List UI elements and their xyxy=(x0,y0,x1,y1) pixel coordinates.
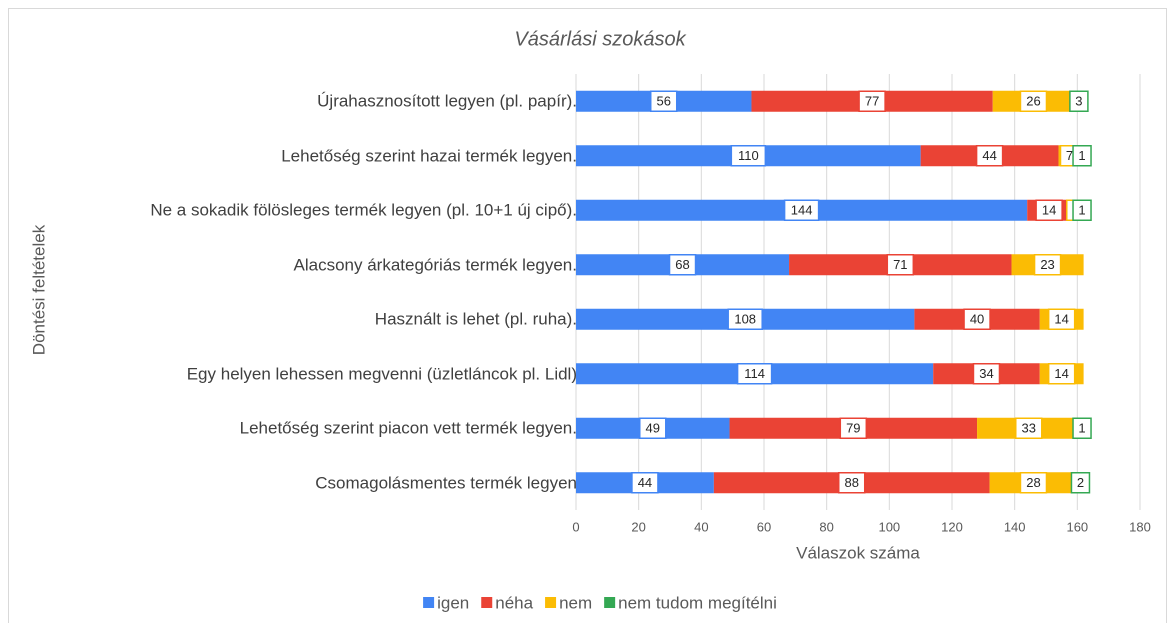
data-label: 114 xyxy=(744,366,765,381)
data-label: 71 xyxy=(893,257,907,272)
y-tick-label: Ne a sokadik fölösleges termék legyen (p… xyxy=(150,200,577,220)
data-label-box xyxy=(1072,145,1092,167)
x-tick-label: 80 xyxy=(819,519,833,534)
x-tick-label: 180 xyxy=(1129,519,1151,534)
data-label-box xyxy=(1069,90,1089,112)
data-label-box xyxy=(631,472,659,494)
data-label: 26 xyxy=(1026,94,1040,109)
data-label-box xyxy=(1070,472,1091,494)
data-label-box xyxy=(1019,90,1048,112)
legend-label: néha xyxy=(495,593,533,612)
data-label: 56 xyxy=(656,94,670,109)
data-label-box xyxy=(839,417,868,439)
x-tick-label: 60 xyxy=(757,519,771,534)
legend-swatch xyxy=(481,597,493,608)
y-tick-label: Egy helyen lehessen megvenni (üzletlánco… xyxy=(186,364,577,384)
data-label-box xyxy=(668,254,697,276)
data-label-box xyxy=(1019,472,1048,494)
data-label: 79 xyxy=(846,421,860,436)
legend-swatch xyxy=(545,597,557,608)
legend-label: nem tudom megítélni xyxy=(618,593,777,612)
data-label: 28 xyxy=(1026,475,1040,490)
data-label: 14 xyxy=(1042,203,1056,218)
data-label: 23 xyxy=(1040,257,1054,272)
data-label: 1 xyxy=(1078,148,1085,163)
x-axis-title: Válaszok száma xyxy=(796,543,920,562)
y-tick-label: Alacsony árkategóriás termék legyen. xyxy=(293,255,577,275)
data-label: 44 xyxy=(638,475,652,490)
data-label: 110 xyxy=(738,148,759,163)
data-label: 40 xyxy=(970,312,984,327)
data-label: 68 xyxy=(675,257,689,272)
data-label-box xyxy=(736,363,773,385)
y-tick-label: Használt is lehet (pl. ruha). xyxy=(374,309,577,329)
data-label-box xyxy=(639,417,667,439)
legend-swatch xyxy=(423,597,435,608)
x-tick-label: 20 xyxy=(631,519,645,534)
data-label: 1 xyxy=(1078,203,1085,218)
data-label-box xyxy=(975,145,1004,167)
x-tick-label: 40 xyxy=(694,519,708,534)
data-label-box xyxy=(730,145,767,167)
data-label: 144 xyxy=(791,203,813,218)
data-label-box xyxy=(1047,308,1076,330)
data-label-box xyxy=(1035,199,1063,221)
data-label: 2 xyxy=(1077,475,1084,490)
data-label: 14 xyxy=(1054,366,1068,381)
data-label: 49 xyxy=(646,421,660,436)
data-label: 34 xyxy=(979,366,993,381)
x-tick-label: 100 xyxy=(878,519,900,534)
x-tick-label: 160 xyxy=(1066,519,1088,534)
x-tick-label: 140 xyxy=(1004,519,1026,534)
legend-label: nem xyxy=(559,593,592,612)
data-label-box xyxy=(837,472,866,494)
y-tick-label: Lehetőség szerint hazai termék legyen. xyxy=(281,146,577,166)
legend-swatch xyxy=(604,597,616,608)
y-axis-title: Döntési feltételek xyxy=(29,224,48,355)
x-tick-label: 0 xyxy=(572,519,579,534)
data-label: 7 xyxy=(1066,148,1073,163)
x-tick-label: 120 xyxy=(941,519,963,534)
data-label-box xyxy=(1047,363,1076,385)
data-label-box xyxy=(963,308,991,330)
y-tick-label: Csomagolásmentes termék legyen xyxy=(315,473,577,493)
data-label-box xyxy=(1072,417,1092,439)
data-label-box xyxy=(1072,199,1092,221)
y-tick-label: Újrahasznosított legyen (pl. papír). xyxy=(317,91,577,111)
data-label-box xyxy=(1033,254,1062,276)
data-label: 1 xyxy=(1078,421,1085,436)
legend-label: igen xyxy=(437,593,469,612)
data-label: 3 xyxy=(1075,94,1082,109)
data-label: 44 xyxy=(982,148,996,163)
data-label-box xyxy=(972,363,1001,385)
data-label: 108 xyxy=(734,312,756,327)
data-label-box xyxy=(858,90,886,112)
data-label-box xyxy=(886,254,915,276)
data-label: 88 xyxy=(844,475,858,490)
data-label: 14 xyxy=(1054,312,1068,327)
y-tick-label: Lehetőség szerint piacon vett termék leg… xyxy=(239,418,577,438)
data-label: 33 xyxy=(1022,421,1036,436)
data-label: 77 xyxy=(865,94,879,109)
data-label-box xyxy=(783,199,820,221)
data-label-box xyxy=(1015,417,1043,439)
data-label-box xyxy=(727,308,763,330)
chart-title: Vásárlási szokások xyxy=(514,28,686,50)
data-label-box xyxy=(649,90,678,112)
